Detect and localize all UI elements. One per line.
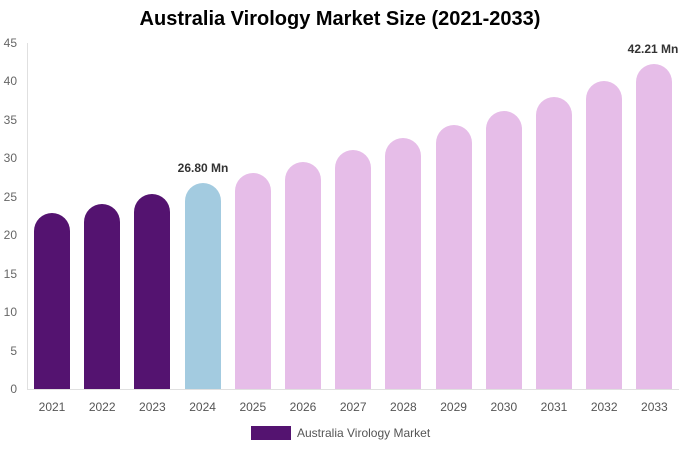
bar-2021[interactable] <box>34 212 70 389</box>
x-tick-label: 2032 <box>590 400 618 414</box>
bar-2024[interactable] <box>184 182 221 389</box>
bar-2029[interactable] <box>435 125 472 389</box>
legend-label: Australia Virology Market <box>297 426 431 440</box>
y-tick-label: 15 <box>3 266 17 281</box>
bar-2031[interactable] <box>536 96 572 389</box>
bar-2023[interactable] <box>134 193 171 389</box>
y-tick-label: 45 <box>3 36 17 50</box>
x-tick-label: 2024 <box>189 400 216 414</box>
y-tick-label: 40 <box>3 74 17 89</box>
x-tick-label: 2021 <box>38 400 66 414</box>
x-tick-label: 2026 <box>289 400 317 414</box>
y-tick-label: 20 <box>3 228 17 243</box>
bar-2033[interactable] <box>636 64 673 389</box>
x-tick-label: 2023 <box>139 400 166 414</box>
data-label-2033: 42.21 Mn <box>627 42 679 56</box>
y-tick-label: 25 <box>3 189 17 204</box>
x-tick-label: 2025 <box>239 400 267 414</box>
data-label-2024: 26.80 Mn <box>177 161 229 175</box>
y-tick-label: 5 <box>10 343 17 358</box>
chart-title: Australia Virology Market Size (2021-203… <box>139 8 541 30</box>
bar-2026[interactable] <box>285 162 321 389</box>
y-tick-label: 10 <box>3 305 17 320</box>
bar-2032[interactable] <box>586 81 623 389</box>
bar-2025[interactable] <box>234 172 271 389</box>
x-tick-label: 2022 <box>88 400 116 414</box>
y-tick-label: 30 <box>3 151 17 166</box>
x-tick-label: 2028 <box>390 400 417 414</box>
x-axis-line <box>27 389 679 390</box>
x-tick-label: 2031 <box>540 400 568 414</box>
bar-2030[interactable] <box>485 111 522 389</box>
legend[interactable]: Australia Virology Market <box>251 426 430 440</box>
y-tick-label: 35 <box>3 112 17 127</box>
bar-2022[interactable] <box>84 203 121 389</box>
legend-swatch <box>251 426 291 440</box>
x-tick-label: 2033 <box>641 400 668 414</box>
x-tick-label: 2030 <box>490 400 518 414</box>
x-tick-label: 2027 <box>339 400 367 414</box>
x-tick-label: 2029 <box>440 400 467 414</box>
bar-2027[interactable] <box>335 149 372 389</box>
y-tick-label: 0 <box>10 382 17 396</box>
y-axis-line <box>27 43 28 389</box>
bar-2028[interactable] <box>385 137 422 389</box>
